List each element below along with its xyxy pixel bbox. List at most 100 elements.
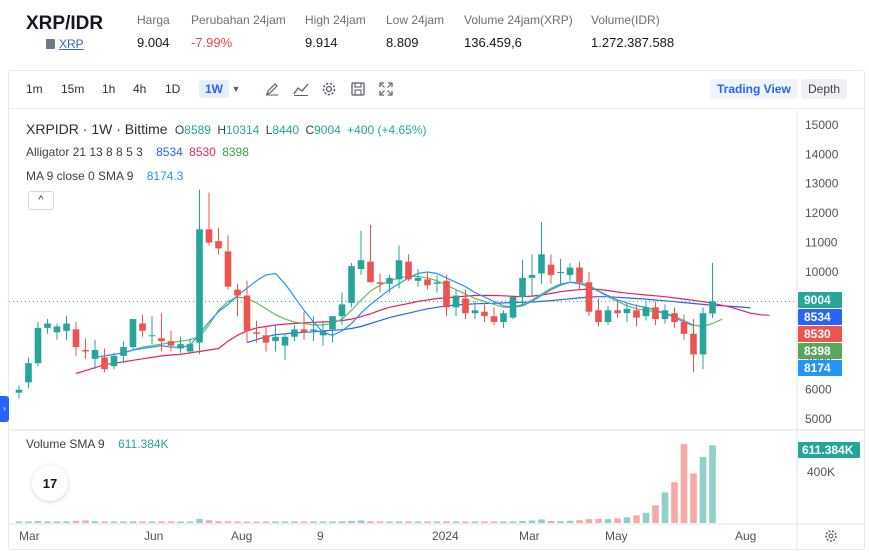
tradingview-logo[interactable]: 17	[32, 465, 68, 501]
price-tick-label: 15000	[805, 118, 839, 132]
interval-1w[interactable]: 1W	[199, 80, 229, 98]
candle-body	[139, 323, 146, 331]
candle-body	[671, 313, 678, 323]
candle-body	[110, 355, 118, 367]
price-marker-label: 8530	[804, 327, 831, 341]
ma-legend[interactable]: MA 9 close 0 SMA 9 8174.3	[26, 169, 183, 183]
volume-bar	[443, 521, 450, 523]
coin-link[interactable]: XRP	[46, 37, 84, 51]
volume-bar	[148, 521, 156, 523]
candle-body	[34, 327, 42, 364]
candle-body	[148, 335, 156, 337]
volume-bar	[91, 521, 99, 523]
candle-body	[186, 344, 194, 352]
interval-4h[interactable]: 4h	[133, 82, 147, 96]
volume-bar	[604, 519, 612, 523]
stat-value: 9.914	[305, 35, 338, 50]
ohlc-high-value: 10314	[225, 123, 260, 137]
pencil-icon[interactable]	[264, 81, 280, 97]
volume-bar	[15, 521, 23, 523]
candle-body	[566, 267, 574, 275]
candle-body	[329, 316, 336, 330]
candle-body	[538, 254, 545, 274]
volume-bar	[72, 520, 80, 523]
candle-body	[348, 266, 355, 303]
candle-body	[25, 363, 32, 383]
time-tick-label: Mar	[519, 529, 540, 543]
price-marker-bg	[798, 343, 842, 359]
volume-bar	[376, 521, 384, 523]
ohlc-open-label: O	[174, 123, 185, 137]
candle-body	[433, 282, 441, 284]
candle-body	[376, 282, 384, 284]
fullscreen-icon[interactable]	[378, 81, 394, 97]
alligator-legend[interactable]: Alligator 21 13 8 8 5 3 8534 8530 8398	[26, 145, 249, 159]
time-tick-label: 9	[317, 529, 324, 543]
candle-body	[471, 310, 479, 314]
stat-value: 136.459,6	[464, 35, 522, 50]
candle-body	[528, 274, 536, 278]
volume-bar	[129, 521, 137, 523]
chart-settings-icon[interactable]	[825, 530, 837, 542]
volume-bar	[300, 521, 308, 523]
ohlc-change: +400 (+4.65%)	[347, 123, 427, 137]
volume-bar	[205, 520, 213, 523]
stat-value: -7.99%	[191, 35, 233, 50]
volume-bar	[652, 505, 659, 523]
volume-bar	[509, 521, 517, 523]
ohlc-open-value: 8589	[184, 123, 211, 137]
trading-view-button[interactable]: Trading View	[710, 79, 798, 99]
time-tick-label: Aug	[231, 529, 252, 543]
alligator-teeth-line	[75, 288, 770, 375]
volume-bar	[424, 521, 431, 523]
volume-bar	[44, 521, 51, 523]
time-tick-label: Aug	[735, 529, 756, 543]
price-tick-label: 10000	[805, 265, 839, 279]
candle-body	[614, 310, 621, 314]
chevron-down-icon[interactable]: ▼	[231, 84, 241, 94]
alligator-lips-value: 8398	[222, 145, 249, 159]
candle-body	[101, 357, 108, 370]
collapse-legend-button[interactable]: ^	[28, 191, 54, 210]
volume-bar	[367, 521, 374, 523]
volume-bar	[680, 444, 688, 523]
line-chart-icon[interactable]	[293, 81, 309, 97]
volume-bar	[319, 521, 327, 523]
alligator-teeth-value: 8530	[189, 145, 216, 159]
price-chart[interactable]: 1500014000130001200011000100009000800070…	[9, 110, 864, 550]
candle-body	[338, 304, 346, 317]
volume-bar	[357, 520, 365, 523]
gear-icon[interactable]	[321, 81, 337, 97]
depth-button[interactable]: Depth	[801, 79, 848, 99]
interval-1m[interactable]: 1m	[26, 82, 43, 96]
coin-label[interactable]: XRP	[59, 37, 84, 51]
price-marker-bg	[798, 360, 842, 376]
stat-value: 1.272.387.588	[591, 35, 675, 50]
candle-body	[158, 338, 165, 342]
candle-body	[300, 329, 308, 333]
candle-body	[262, 335, 270, 343]
volume-bar	[177, 521, 184, 523]
candle-body	[167, 341, 175, 346]
alligator-jaw-value: 8534	[156, 145, 183, 159]
volume-bar	[614, 518, 621, 523]
volume-bar	[414, 521, 422, 523]
price-tick-label: 12000	[805, 206, 839, 220]
volume-tick-label: 400K	[807, 465, 835, 479]
volume-bar	[671, 482, 678, 523]
volume-legend[interactable]: Volume SMA 9 611.384K	[26, 437, 169, 451]
interval-15m[interactable]: 15m	[61, 82, 85, 96]
ma-value: 8174.3	[146, 169, 184, 183]
interval-1d[interactable]: 1D	[165, 82, 181, 96]
left-panel-toggle[interactable]: ›	[0, 396, 9, 422]
volume-bar	[528, 520, 536, 523]
candle-body	[205, 229, 213, 243]
stat-label: Volume 24jam(XRP)	[464, 13, 573, 27]
interval-1h[interactable]: 1h	[102, 82, 116, 96]
candle-body	[272, 336, 279, 342]
candle-body	[234, 289, 241, 296]
volume-bar	[709, 445, 716, 523]
save-icon[interactable]	[350, 81, 366, 97]
candle-body	[72, 329, 80, 348]
volume-bar	[690, 473, 697, 523]
